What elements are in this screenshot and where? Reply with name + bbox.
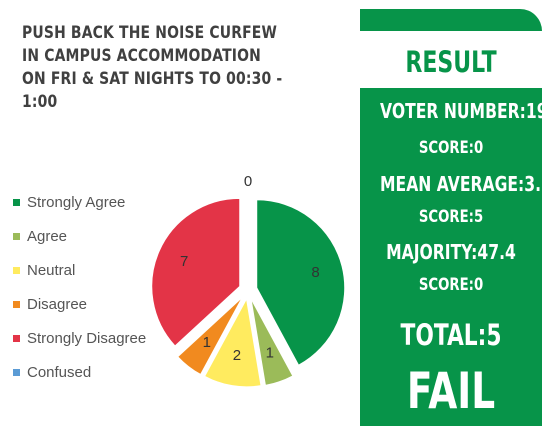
result-summary-box: VOTER NUMBER:19 SCORE:0 MEAN AVERAGE:3.1… [360, 88, 551, 426]
pie-label-agree: 1 [266, 344, 274, 361]
voter-number: VOTER NUMBER:19 [380, 99, 548, 123]
legend-label-confused: Confused [27, 363, 92, 381]
legend-label-disagree: Disagree [27, 295, 88, 313]
pie-data-labels: 8 1 2 1 7 0 [180, 173, 320, 364]
legend-item-confused: Confused [13, 355, 178, 389]
pie-slice-strongly-agree [256, 199, 346, 366]
result-outcome: FAIL [406, 362, 496, 420]
legend-swatch-strongly-disagree [13, 334, 20, 342]
pie-chart-container: 8 1 2 1 7 0 [151, 158, 356, 388]
legend-item-disagree: Disagree [13, 287, 178, 321]
result-heading: RESULT [405, 45, 497, 79]
legend-item-neutral: Neutral [13, 253, 178, 287]
legend-swatch-disagree [13, 300, 20, 308]
legend-swatch-strongly-agree [13, 198, 20, 206]
majority: MAJORITY:47.4 [386, 240, 516, 264]
voter-score: SCORE:0 [418, 138, 484, 158]
legend-label-strongly-disagree: Strongly Disagree [27, 329, 147, 347]
legend-item-strongly-disagree: Strongly Disagree [13, 321, 178, 355]
legend-swatch-confused [13, 368, 20, 376]
mean-score: SCORE:5 [418, 207, 484, 227]
legend-item-agree: Agree [13, 219, 178, 253]
mean-average: MEAN AVERAGE:3.11 [380, 172, 551, 196]
pie-slice-disagree [177, 296, 243, 376]
result-panel-tab [360, 9, 542, 31]
pie-label-strongly-disagree: 7 [180, 253, 188, 270]
legend-swatch-neutral [13, 266, 20, 274]
pie-slice-agree [250, 298, 294, 386]
legend-label-strongly-agree: Strongly Agree [27, 193, 126, 211]
pie-label-disagree: 1 [203, 334, 211, 351]
pie-label-neutral: 2 [233, 347, 241, 364]
total-score: TOTAL:5 [400, 318, 502, 352]
pie-slice-strongly-disagree [151, 197, 241, 347]
poll-title: PUSH BACK THE NOISE CURFEW IN CAMPUS ACC… [22, 23, 283, 112]
result-panel: RESULT VOTER NUMBER:19 SCORE:0 MEAN AVER… [360, 9, 551, 426]
legend-label-agree: Agree [27, 227, 68, 245]
majority-score: SCORE:0 [418, 275, 484, 295]
pie-chart: 8 1 2 1 7 0 [151, 173, 346, 388]
pie-slice-neutral [203, 297, 262, 388]
pie-label-strongly-agree: 8 [311, 264, 319, 281]
pie-slices [151, 197, 346, 388]
legend-item-strongly-agree: Strongly Agree [13, 185, 178, 219]
legend-label-neutral: Neutral [27, 261, 76, 279]
pie-label-confused: 0 [244, 173, 252, 190]
legend-swatch-agree [13, 232, 20, 240]
chart-legend: Strongly Agree Agree Neutral Disagree St… [13, 185, 178, 389]
